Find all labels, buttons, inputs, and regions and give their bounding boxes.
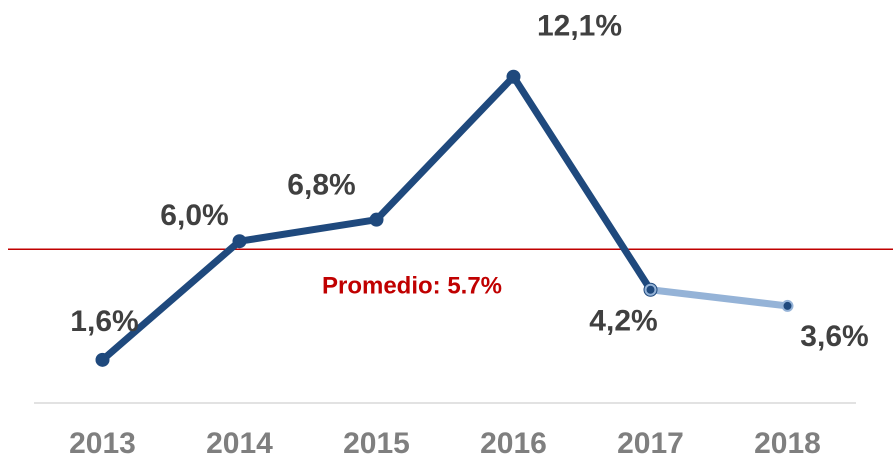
data-label: 6,8%: [287, 169, 355, 202]
data-label: 12,1%: [537, 10, 622, 43]
data-point: [95, 352, 110, 367]
data-point: [644, 283, 657, 296]
series-line: [650, 286, 788, 310]
data-point: [232, 234, 247, 249]
x-tick-label: 2017: [617, 427, 684, 460]
x-tick-label: 2016: [480, 427, 547, 460]
x-tick-label: 2014: [206, 427, 273, 460]
x-tick-label: 2015: [343, 427, 410, 460]
data-point: [781, 299, 794, 312]
data-label: 4,2%: [589, 305, 657, 338]
data-point: [369, 212, 384, 227]
reference-label: Promedio: 5.7%: [322, 272, 502, 299]
data-point: [506, 69, 521, 84]
data-label: 3,6%: [800, 320, 868, 353]
data-label: 6,0%: [160, 199, 228, 232]
x-tick-label: 2018: [754, 427, 821, 460]
x-tick-label: 2013: [69, 427, 136, 460]
data-label: 1,6%: [70, 305, 138, 338]
